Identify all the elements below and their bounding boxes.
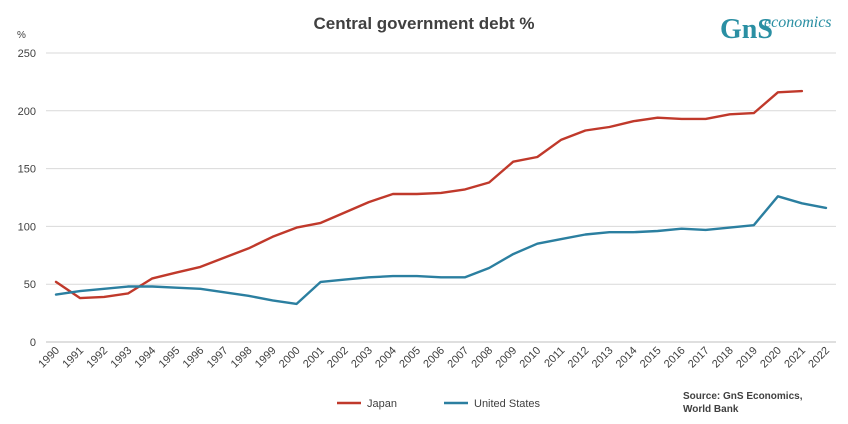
x-tick-label: 1991 — [60, 345, 86, 371]
y-tick-label: 200 — [18, 106, 36, 118]
y-axis-ticks: 0 50 100 150 200 250 — [18, 48, 36, 349]
y-tick-label: 100 — [18, 221, 36, 233]
x-tick-label: 1998 — [229, 345, 255, 371]
x-tick-label: 1995 — [157, 345, 183, 371]
x-tick-label: 1999 — [253, 345, 279, 371]
x-tick-label: 2010 — [518, 345, 544, 371]
series-line-japan — [54, 89, 804, 300]
x-tick-label: 1990 — [36, 345, 62, 371]
x-tick-label: 2013 — [590, 345, 616, 371]
x-tick-label: 2014 — [614, 345, 640, 371]
legend-label: Japan — [367, 398, 397, 410]
source-note: Source: GnS Economics, World Bank — [683, 391, 803, 415]
x-tick-label: 2006 — [421, 345, 447, 371]
y-tick-label: 150 — [18, 164, 36, 176]
x-tick-label: 2020 — [758, 345, 784, 371]
y-tick-label: 50 — [24, 279, 36, 291]
x-tick-label: 2002 — [325, 345, 351, 371]
x-tick-label: 2008 — [469, 345, 495, 371]
source-line: Source: GnS Economics, — [683, 391, 803, 402]
x-tick-label: 2022 — [806, 345, 832, 371]
x-tick-label: 2000 — [277, 345, 303, 371]
x-tick-label: 2004 — [373, 345, 399, 371]
series-lines — [54, 89, 828, 306]
brand-logo-word: economics — [764, 14, 832, 31]
x-tick-label: 2009 — [494, 345, 520, 371]
y-tick-label: 0 — [30, 337, 36, 349]
legend-label: United States — [474, 398, 541, 410]
x-tick-label: 2019 — [734, 345, 760, 371]
x-tick-label: 2001 — [301, 345, 327, 371]
x-tick-label: 2018 — [710, 345, 736, 371]
y-tick-label: 250 — [18, 48, 36, 60]
y-axis-unit-label: % — [17, 30, 26, 41]
source-line: World Bank — [683, 404, 739, 415]
x-tick-label: 2017 — [686, 345, 712, 371]
legend: Japan United States — [337, 398, 541, 410]
brand-logo-mark: GnS — [720, 14, 773, 45]
x-tick-label: 2016 — [662, 345, 688, 371]
x-tick-label: 1992 — [84, 345, 110, 371]
x-tick-label: 2007 — [445, 345, 471, 371]
x-tick-label: 1993 — [109, 345, 135, 371]
brand-logo: GnS economics — [720, 14, 832, 45]
chart-title: Central government debt % — [313, 14, 534, 33]
x-tick-label: 2005 — [397, 345, 423, 371]
x-tick-label: 2012 — [566, 345, 592, 371]
x-axis-ticks: 1990199119921993199419951996199719981999… — [36, 345, 832, 371]
x-tick-label: 2003 — [349, 345, 375, 371]
x-tick-label: 2021 — [782, 345, 808, 371]
x-tick-label: 1996 — [181, 345, 207, 371]
gridlines — [46, 52, 836, 343]
x-tick-label: 2015 — [638, 345, 664, 371]
series-line-united-states — [54, 195, 828, 306]
x-tick-label: 2011 — [542, 345, 567, 370]
x-tick-label: 1997 — [205, 345, 231, 371]
x-tick-label: 1994 — [133, 345, 159, 371]
